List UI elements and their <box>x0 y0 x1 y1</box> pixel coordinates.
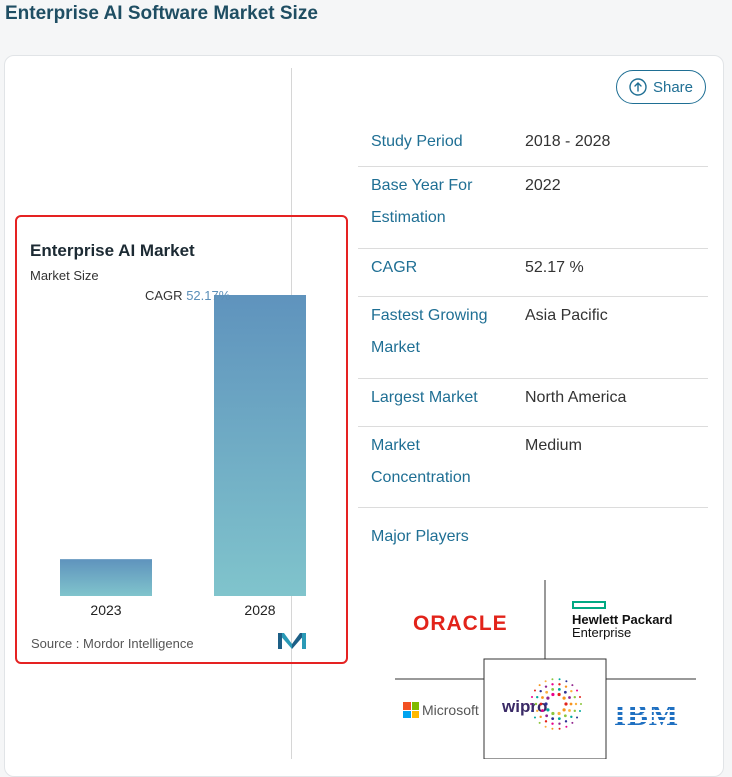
detail-key: Fastest Growing Market <box>371 307 488 356</box>
chart-title: Enterprise AI Market <box>30 241 195 260</box>
detail-row: CAGR 52.17 % <box>358 248 708 297</box>
detail-key: Largest Market <box>371 389 478 406</box>
hpe-logo[interactable]: Hewlett Packard Enterprise <box>572 601 672 639</box>
x-tick-2023: 2023 <box>90 602 121 618</box>
cagr-annotation-value: 52.17% <box>186 288 231 303</box>
detail-row: Study Period 2018 - 2028 <box>358 122 708 167</box>
page-title: Enterprise AI Software Market Size <box>5 3 318 24</box>
detail-key: CAGR <box>371 259 418 276</box>
detail-row: Market Concentration Medium <box>358 426 708 508</box>
share-button[interactable]: Share <box>616 70 706 104</box>
major-players-label: Major Players <box>371 528 469 545</box>
hpe-name-line2: Enterprise <box>572 625 632 640</box>
detail-row: Base Year For Estimation 2022 <box>358 166 708 249</box>
mordor-intelligence-logo <box>278 633 306 649</box>
detail-key: Study Period <box>371 133 463 150</box>
detail-row: Largest Market North America <box>358 378 708 427</box>
market-card <box>4 55 724 777</box>
microsoft-name: Microsoft <box>422 702 479 718</box>
hpe-element-icon <box>572 601 606 609</box>
detail-key: Base Year For Estimation <box>371 177 473 226</box>
microsoft-windows-icon <box>403 702 419 718</box>
chart-highlight-box <box>15 215 348 664</box>
x-tick-2028: 2028 <box>244 602 275 618</box>
detail-value: North America <box>525 389 627 406</box>
bar-2023 <box>60 559 152 596</box>
cagr-annotation: CAGR 52.17% <box>145 288 230 303</box>
detail-row: Fastest Growing Market Asia Pacific <box>358 296 708 379</box>
share-icon <box>629 78 647 96</box>
market-size-chart: 2023 2028 <box>60 295 306 618</box>
wipro-logo[interactable]: wipro <box>500 674 582 745</box>
chart-subtitle: Market Size <box>30 268 99 283</box>
chart-source: Source : Mordor Intelligence <box>31 636 194 651</box>
bar-2028 <box>214 295 306 596</box>
detail-value: 2018 - 2028 <box>525 133 611 150</box>
microsoft-logo[interactable]: Microsoft <box>403 702 479 718</box>
oracle-logo[interactable]: ORACLE <box>413 612 508 635</box>
hpe-name: Hewlett Packard <box>572 612 673 627</box>
cagr-annotation-label: CAGR <box>145 288 183 303</box>
wipro-flower-icon: wipro <box>501 678 582 730</box>
detail-value: Medium <box>525 437 582 454</box>
ibm-logo[interactable]: IBM <box>614 697 679 732</box>
share-label: Share <box>652 78 694 96</box>
detail-key: Market Concentration <box>371 437 471 486</box>
detail-value: Asia Pacific <box>525 307 608 324</box>
wipro-name: wipro <box>501 697 547 716</box>
detail-value: 52.17 % <box>525 259 584 276</box>
detail-value: 2022 <box>525 177 561 194</box>
